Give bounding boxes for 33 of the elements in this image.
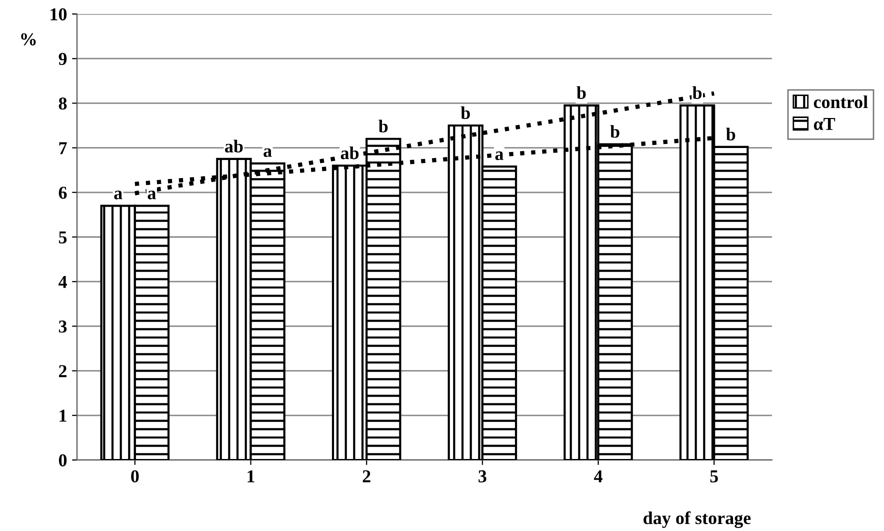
y-tick-label: 3 <box>58 320 67 333</box>
data-label: b <box>576 86 586 99</box>
x-tick-label: 1 <box>248 470 254 482</box>
x-tick-label: 3 <box>478 470 486 482</box>
x-tick-label: 4 <box>594 470 602 482</box>
y-tick-label: 7 <box>59 142 67 154</box>
legend-label: control <box>814 95 868 108</box>
data-label: a <box>148 190 156 200</box>
data-label: a <box>114 190 122 200</box>
legend-label: αT <box>814 118 836 130</box>
data-label: b <box>610 125 620 138</box>
data-label: ab <box>340 146 359 160</box>
data-label: b <box>378 120 388 132</box>
data-label: a <box>495 151 504 160</box>
y-tick-label: 9 <box>58 52 67 66</box>
data-label: a <box>264 148 272 157</box>
y-tick-label: 1 <box>60 410 66 422</box>
x-tick-label: 2 <box>362 470 370 482</box>
x-tick-label: 0 <box>131 470 139 482</box>
y-tick-label: 5 <box>58 231 67 244</box>
y-tick-label: 6 <box>58 186 67 199</box>
data-label: b <box>460 106 470 120</box>
y-tick-label: 4 <box>58 276 67 288</box>
x-tick-label: 5 <box>710 470 718 482</box>
data-label: b <box>726 128 736 140</box>
y-tick-label: 10 <box>50 8 67 20</box>
y-tick-label: 2 <box>59 365 66 378</box>
x-axis-title: day of storage <box>644 511 751 528</box>
data-label: b <box>692 86 702 99</box>
y-tick-label: 8 <box>58 97 67 110</box>
y-axis-title: % <box>21 33 36 46</box>
data-label: ab <box>225 140 243 153</box>
y-tick-label: 0 <box>58 454 67 466</box>
